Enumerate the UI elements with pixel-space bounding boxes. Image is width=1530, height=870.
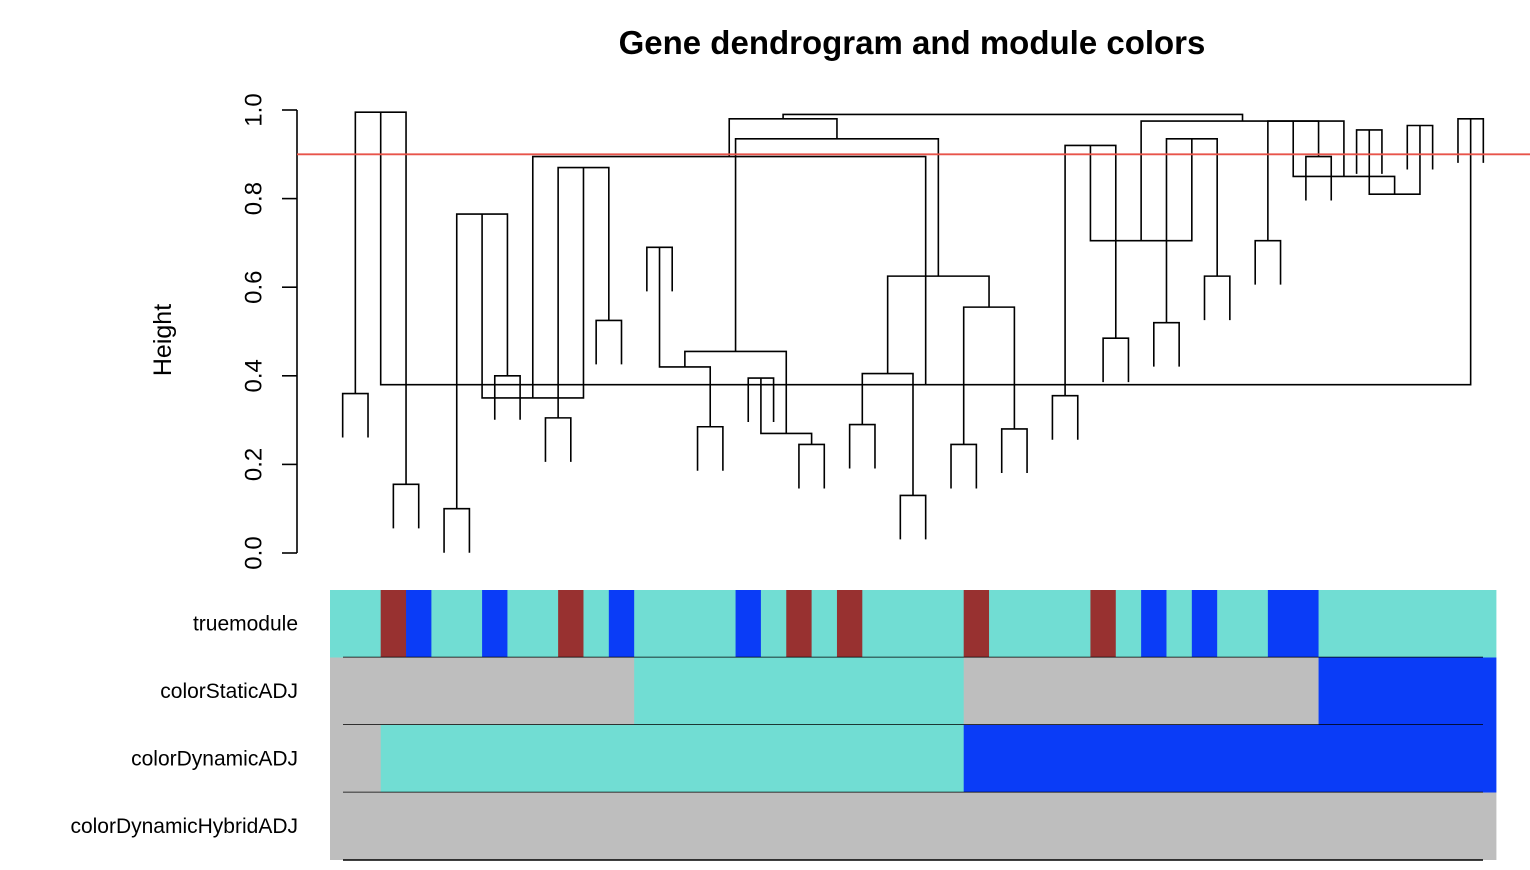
color-segment-turquoise (811, 590, 838, 658)
dendrogram-branch (848, 423, 876, 469)
color-row-label: colorStaticADJ (160, 680, 298, 703)
dendrogram-branch (595, 319, 623, 365)
dendrogram-branch (443, 507, 471, 553)
color-segment-turquoise (431, 590, 483, 658)
module-color-rows (330, 590, 1497, 861)
dendrogram-branch (798, 443, 826, 489)
dendrogram-tree (341, 111, 1485, 553)
dendrogram-branch (1305, 155, 1333, 201)
y-tick-label: 0.0 (241, 536, 268, 569)
dendrogram-branch (734, 137, 940, 352)
color-segment-turquoise (634, 657, 965, 725)
color-segment-turquoise (1217, 590, 1269, 658)
color-segment-grey (330, 725, 382, 793)
color-row-labels: truemodule colorStaticADJ colorDynamicADJ c… (70, 612, 298, 838)
dendrogram-branch (1254, 239, 1282, 285)
color-segment-blue (406, 590, 432, 658)
dendrogram-branch (728, 118, 838, 157)
dendrogram-branch (899, 494, 927, 540)
color-segment-blue (482, 590, 508, 658)
color-segment-turquoise (1318, 590, 1497, 658)
color-segment-blue (963, 725, 1497, 793)
color-segment-turquoise (380, 725, 965, 793)
dendrogram-branch (531, 155, 927, 398)
color-segment-blue (735, 590, 762, 658)
color-segment-brown (380, 590, 407, 658)
color-segment-turquoise (989, 590, 1091, 658)
color-segment-brown (1090, 590, 1117, 658)
color-segment-blue (1318, 657, 1497, 725)
dendrogram-branch (341, 392, 369, 438)
dendrogram-branch (1051, 394, 1079, 440)
dendrogram-branch (1203, 275, 1231, 321)
dendrogram-branch (1153, 321, 1180, 367)
dendrogram-branch (861, 372, 914, 496)
color-segment-turquoise (1115, 590, 1142, 658)
color-segment-turquoise (760, 590, 787, 658)
color-segment-turquoise (330, 590, 382, 658)
color-segment-brown (558, 590, 584, 658)
y-tick-label: 0.8 (241, 182, 268, 215)
color-segment-blue (1191, 590, 1218, 658)
chart-title: Gene dendrogram and module colors (619, 24, 1206, 61)
color-segment-brown (786, 590, 813, 658)
dendrogram-branch (886, 275, 990, 374)
color-segment-turquoise (1166, 590, 1193, 658)
dendrogram-branch (782, 113, 1244, 122)
dendrogram-branch (392, 483, 420, 529)
dendrogram-branch (658, 247, 712, 427)
dendrogram-branch (684, 350, 788, 434)
color-row-label: truemodule (193, 612, 298, 635)
color-segment-grey (330, 792, 1497, 860)
y-tick-label: 0.2 (241, 448, 268, 481)
color-segment-grey (330, 657, 635, 725)
dendrogram-branch (962, 306, 1016, 445)
color-segment-brown (963, 590, 990, 658)
y-axis: 0.0 0.2 0.4 0.6 0.8 1.0 (241, 93, 298, 570)
dendrogram-branch (696, 425, 724, 471)
color-segment-brown (836, 590, 863, 658)
color-segment-grey (963, 657, 1319, 725)
color-segment-blue (1267, 590, 1319, 658)
color-row-label: colorDynamicADJ (131, 747, 298, 770)
dendrogram-branch (544, 417, 572, 462)
color-row-label: colorDynamicHybridADJ (70, 815, 298, 838)
y-axis-label: Height (149, 304, 177, 376)
color-segment-turquoise (862, 590, 965, 658)
y-tick-label: 0.6 (241, 271, 268, 304)
color-segment-blue (608, 590, 635, 658)
color-segment-turquoise (634, 590, 736, 658)
dendrogram-branch (950, 443, 978, 489)
y-tick-label: 0.4 (241, 359, 268, 392)
color-segment-turquoise (583, 590, 610, 658)
color-segment-turquoise (507, 590, 559, 658)
dendrogram-branch (1102, 337, 1130, 383)
y-tick-label: 1.0 (241, 93, 268, 126)
color-segment-blue (1141, 590, 1167, 658)
dendrogram-branch (1000, 428, 1028, 473)
